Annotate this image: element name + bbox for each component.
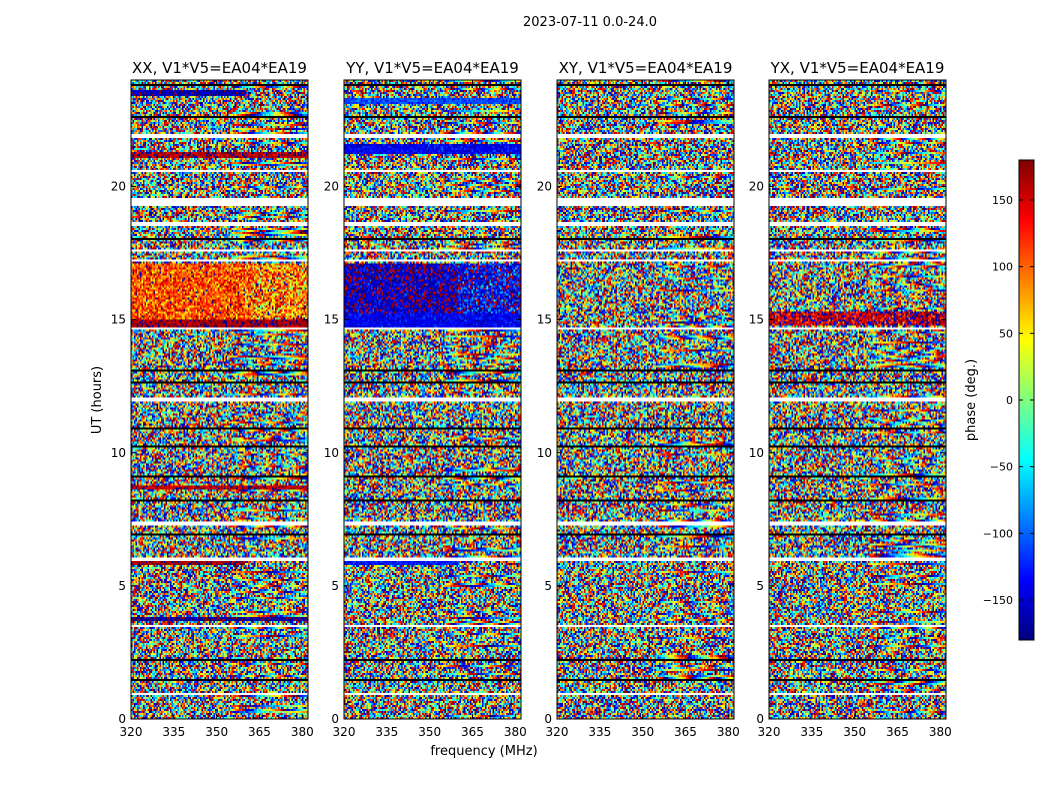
y-tick-label-2-3: 15	[537, 313, 552, 327]
y-tick-label-2-0: 0	[544, 712, 552, 726]
heatmap-image-2	[557, 80, 734, 719]
y-tick-label-3-3: 15	[749, 313, 764, 327]
x-tick-label-2-4: 380	[717, 725, 740, 739]
x-tick-label-3-0: 320	[758, 725, 781, 739]
y-tick-label-1-3: 15	[324, 313, 339, 327]
x-tick-label-1-1: 335	[375, 725, 398, 739]
y-tick-label-3-0: 0	[756, 712, 764, 726]
panel-0: XX, V1*V5=EA04*EA19 320 335 350 365 380 0 5 10 15…	[111, 59, 314, 739]
panel-title-2: XY, V1*V5=EA04*EA19	[559, 59, 733, 77]
panels: XX, V1*V5=EA04*EA19 320 335 350 365 380 0 5 10 15…	[111, 59, 952, 739]
y-axis-label: UT (hours)	[90, 366, 105, 434]
colorbar-tick-label-2: −50	[990, 461, 1013, 474]
x-tick-label-0-2: 350	[205, 725, 228, 739]
y-tick-label-2-1: 5	[544, 579, 552, 593]
heatmap-image-3	[769, 80, 946, 719]
x-tick-label-1-4: 380	[504, 725, 527, 739]
y-tick-label-0-2: 10	[111, 446, 126, 460]
y-tick-label-1-2: 10	[324, 446, 339, 460]
x-tick-label-2-0: 320	[546, 725, 569, 739]
y-tick-label-0-4: 20	[111, 180, 126, 194]
heatmap-image-0	[131, 80, 308, 719]
panel-title-0: XX, V1*V5=EA04*EA19	[132, 59, 307, 77]
y-tick-label-2-4: 20	[537, 180, 552, 194]
x-tick-label-3-3: 365	[886, 725, 909, 739]
y-tick-label-1-1: 5	[331, 579, 339, 593]
y-tick-label-3-1: 5	[756, 579, 764, 593]
y-tick-label-3-2: 10	[749, 446, 764, 460]
colorbar-tick-label-3: 0	[1006, 394, 1013, 407]
panel-1: YY, V1*V5=EA04*EA19 320 335 350 365 380 0 5 10 15…	[324, 59, 527, 739]
x-tick-label-3-2: 350	[843, 725, 866, 739]
heatmap-image-1	[344, 80, 521, 719]
panel-frame-3	[768, 79, 947, 720]
y-tick-label-0-1: 5	[118, 579, 126, 593]
panel-frame-2	[556, 79, 735, 720]
colorbar-tick-label-4: 50	[999, 327, 1013, 340]
x-tick-label-3-1: 335	[800, 725, 823, 739]
colorbar-label: phase (deg.)	[964, 359, 979, 441]
x-tick-label-0-0: 320	[120, 725, 143, 739]
panel-title-1: YY, V1*V5=EA04*EA19	[345, 59, 519, 77]
y-tick-label-3-4: 20	[749, 180, 764, 194]
y-tick-label-0-0: 0	[118, 712, 126, 726]
panel-title-3: YX, V1*V5=EA04*EA19	[770, 59, 945, 77]
suptitle: 2023-07-11 0.0-24.0	[523, 15, 657, 30]
x-tick-label-1-0: 320	[333, 725, 356, 739]
y-tick-label-1-0: 0	[331, 712, 339, 726]
x-tick-label-0-1: 335	[162, 725, 185, 739]
colorbar: −150 −100 −50 0 50 100 150 phase (deg.)	[964, 159, 1035, 641]
x-tick-label-0-3: 365	[248, 725, 271, 739]
colorbar-tick-label-1: −100	[983, 527, 1013, 540]
colorbar-tick-label-0: −150	[983, 594, 1013, 607]
x-tick-label-0-4: 380	[291, 725, 314, 739]
x-tick-label-3-4: 380	[929, 725, 952, 739]
y-tick-label-2-2: 10	[537, 446, 552, 460]
x-axis-label: frequency (MHz)	[430, 744, 537, 759]
x-tick-label-2-1: 335	[588, 725, 611, 739]
x-tick-label-1-2: 350	[418, 725, 441, 739]
y-tick-label-0-3: 15	[111, 313, 126, 327]
x-tick-label-2-3: 365	[674, 725, 697, 739]
panel-2: XY, V1*V5=EA04*EA19 320 335 350 365 380 0 5 10 15…	[537, 59, 740, 739]
panel-frame-0	[130, 79, 309, 720]
y-tick-label-1-4: 20	[324, 180, 339, 194]
colorbar-tick-label-6: 150	[992, 194, 1013, 207]
colorbar-tick-label-5: 100	[992, 261, 1013, 274]
panel-frame-1	[343, 79, 522, 720]
x-tick-label-1-3: 365	[461, 725, 484, 739]
panel-3: YX, V1*V5=EA04*EA19 320 335 350 365 380 0 5 10 15…	[749, 59, 952, 739]
x-tick-label-2-2: 350	[631, 725, 654, 739]
